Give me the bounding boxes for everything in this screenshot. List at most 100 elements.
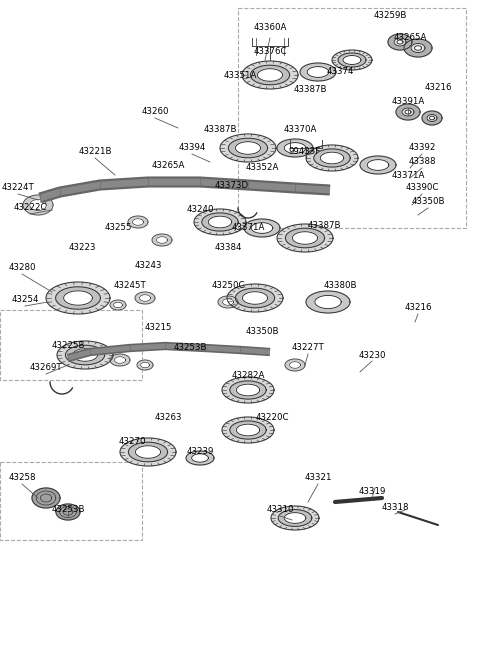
Text: 43318: 43318 xyxy=(381,503,409,512)
Text: 43220C: 43220C xyxy=(255,413,289,422)
Text: 43240: 43240 xyxy=(186,206,214,214)
Polygon shape xyxy=(128,216,148,228)
Polygon shape xyxy=(320,152,344,164)
Polygon shape xyxy=(271,506,319,530)
Text: 43387B: 43387B xyxy=(293,85,327,94)
Polygon shape xyxy=(194,209,246,235)
Polygon shape xyxy=(141,362,149,368)
Polygon shape xyxy=(186,451,214,465)
Polygon shape xyxy=(230,421,266,439)
Polygon shape xyxy=(244,219,280,237)
Polygon shape xyxy=(242,61,298,89)
Polygon shape xyxy=(114,302,122,308)
Polygon shape xyxy=(307,66,329,77)
Polygon shape xyxy=(360,156,396,174)
Polygon shape xyxy=(202,213,238,231)
Polygon shape xyxy=(286,229,324,248)
Text: 43216: 43216 xyxy=(424,83,452,92)
Text: 43224T: 43224T xyxy=(1,184,35,193)
Polygon shape xyxy=(115,357,125,363)
Polygon shape xyxy=(222,377,274,403)
Text: 99433F: 99433F xyxy=(289,148,321,156)
Text: 43351A: 43351A xyxy=(223,70,257,79)
Polygon shape xyxy=(56,287,100,309)
Polygon shape xyxy=(284,512,306,523)
Polygon shape xyxy=(228,138,268,158)
Text: 43394: 43394 xyxy=(178,143,206,152)
Polygon shape xyxy=(235,288,275,308)
Text: 43243: 43243 xyxy=(134,260,162,270)
Text: 43350B: 43350B xyxy=(411,197,445,206)
Text: 43258: 43258 xyxy=(8,473,36,482)
Text: 43310: 43310 xyxy=(266,505,294,514)
Polygon shape xyxy=(251,223,273,234)
Text: 43374: 43374 xyxy=(326,68,354,77)
Text: 43352A: 43352A xyxy=(245,163,279,173)
Polygon shape xyxy=(251,65,289,85)
Text: 43221B: 43221B xyxy=(78,148,112,156)
Polygon shape xyxy=(422,111,442,125)
Polygon shape xyxy=(415,46,421,50)
Polygon shape xyxy=(32,488,60,508)
Polygon shape xyxy=(257,69,283,81)
Polygon shape xyxy=(30,199,46,210)
Polygon shape xyxy=(23,195,53,215)
Polygon shape xyxy=(394,38,406,46)
Text: 43222C: 43222C xyxy=(13,204,47,212)
Polygon shape xyxy=(57,341,113,369)
Text: 43239: 43239 xyxy=(186,447,214,456)
Polygon shape xyxy=(402,108,414,116)
Text: 43270: 43270 xyxy=(118,437,146,447)
Text: 43227T: 43227T xyxy=(292,344,324,352)
Text: 43265A: 43265A xyxy=(393,33,427,42)
Text: 43230: 43230 xyxy=(358,350,386,359)
Polygon shape xyxy=(230,381,266,399)
Text: 43391A: 43391A xyxy=(391,98,425,107)
Polygon shape xyxy=(236,424,260,436)
Polygon shape xyxy=(306,291,350,313)
Polygon shape xyxy=(223,299,233,305)
Polygon shape xyxy=(208,216,232,228)
Text: 43282A: 43282A xyxy=(231,370,264,380)
Text: 43392: 43392 xyxy=(408,143,436,152)
Polygon shape xyxy=(404,39,432,57)
Polygon shape xyxy=(120,438,176,466)
Text: 43253B: 43253B xyxy=(173,344,207,352)
Text: 43321: 43321 xyxy=(304,473,332,482)
Text: 43319: 43319 xyxy=(358,488,386,497)
Text: 43280: 43280 xyxy=(8,264,36,273)
Polygon shape xyxy=(135,446,161,458)
Text: 43216: 43216 xyxy=(404,303,432,312)
Text: 43370A: 43370A xyxy=(283,126,317,135)
Polygon shape xyxy=(152,234,172,246)
Polygon shape xyxy=(132,219,144,225)
Text: 43223: 43223 xyxy=(68,243,96,253)
Polygon shape xyxy=(405,110,411,114)
Polygon shape xyxy=(236,384,260,396)
Text: 43254: 43254 xyxy=(11,296,39,305)
Text: 43387B: 43387B xyxy=(203,126,237,135)
Polygon shape xyxy=(222,417,274,443)
Polygon shape xyxy=(397,40,403,44)
Polygon shape xyxy=(235,142,261,154)
Text: 43376C: 43376C xyxy=(253,48,287,57)
Polygon shape xyxy=(343,55,361,64)
Polygon shape xyxy=(220,134,276,162)
Text: 43269T: 43269T xyxy=(30,363,62,372)
Polygon shape xyxy=(242,292,268,304)
Text: 43250C: 43250C xyxy=(211,281,245,290)
Polygon shape xyxy=(278,510,312,527)
Polygon shape xyxy=(192,454,208,462)
Polygon shape xyxy=(396,104,420,120)
Polygon shape xyxy=(367,159,389,171)
Polygon shape xyxy=(65,345,105,365)
Polygon shape xyxy=(411,44,425,53)
Polygon shape xyxy=(46,282,110,314)
Polygon shape xyxy=(227,284,283,312)
Polygon shape xyxy=(306,145,358,171)
Polygon shape xyxy=(284,143,306,154)
Text: 43245T: 43245T xyxy=(114,281,146,290)
Polygon shape xyxy=(64,291,92,305)
Polygon shape xyxy=(218,296,238,308)
Polygon shape xyxy=(277,139,313,157)
